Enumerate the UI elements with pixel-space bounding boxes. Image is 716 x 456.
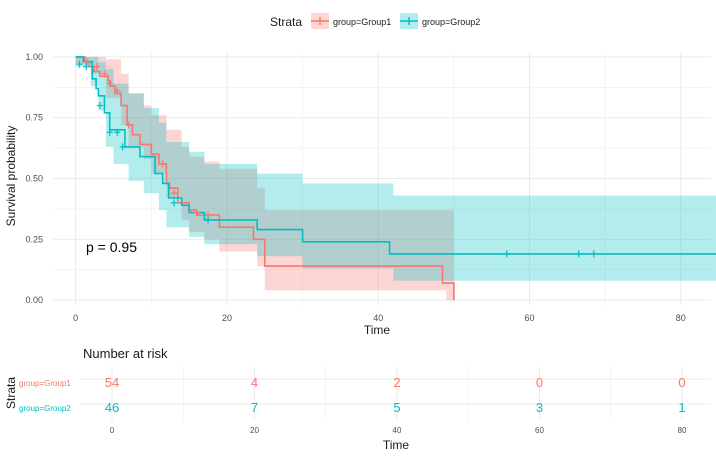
censor-mark-2 [590,250,597,258]
risk-table-title: Number at risk [83,346,168,361]
censor-mark-1 [101,70,108,78]
risk-table-cell: 0 [536,375,543,390]
risk-table-gridlines [80,367,711,420]
risk-table-row-label: group=Group1 [19,379,71,388]
censor-mark-2 [114,128,121,136]
censor-mark-2 [76,60,83,68]
censor-mark-1 [106,80,113,88]
risk-table-y-axis-label: Strata [4,377,18,409]
risk-table-cell: 46 [105,400,119,415]
censor-mark-2 [83,63,90,71]
ci-band-1 [75,56,454,301]
km-y-tick-label: 1.00 [25,52,43,62]
km-x-tick-label: 20 [222,313,232,323]
km-x-tick-labels: 0 20 40 60 80 [73,313,686,323]
risk-table: Number at risk 54 4 2 0 046 7 5 3 1 group=Group1… [4,346,711,452]
ci-band-2 [75,56,716,281]
km-y-tick-label: 0.00 [25,295,43,305]
censor-mark-2 [119,143,126,151]
km-survival-curves [75,56,716,301]
risk-table-cell: 0 [678,375,685,390]
km-x-tick-label: 60 [524,313,534,323]
legend-label-group1: group=Group1 [333,17,391,27]
p-value-annotation: p = 0.95 [86,239,137,255]
risk-table-cell: 54 [105,375,119,390]
legend-label-group2: group=Group2 [422,17,480,27]
censor-mark-1 [193,209,200,217]
risk-table-x-tick-label: 80 [678,426,687,435]
censor-mark-1 [114,87,121,95]
censor-mark-1 [93,63,100,71]
survival-curve-1 [75,56,455,301]
risk-table-cell: 7 [251,400,258,415]
risk-table-x-tick-label: 60 [535,426,544,435]
legend-key-group2 [400,13,418,29]
risk-table-x-tick-label: 40 [393,426,402,435]
risk-table-x-axis-label: Time [383,438,410,452]
censor-mark-2 [575,250,582,258]
censor-mark-1 [84,58,91,66]
censor-mark-2 [96,102,103,110]
legend: Strata group=Group1 group=Group2 [270,13,480,29]
km-x-tick-label: 80 [676,313,686,323]
km-censor-marks [76,58,597,258]
censor-mark-2 [171,199,178,207]
km-y-axis-label: Survival probability [4,126,18,227]
km-gridlines [53,52,711,305]
risk-table-cell: 1 [678,400,685,415]
censor-mark-1 [171,189,178,197]
risk-table-x-tick-label: 0 [110,426,115,435]
km-y-tick-label: 0.75 [25,113,43,123]
risk-table-x-tick-labels: 0 20 40 60 80 [110,426,687,435]
censor-mark-2 [106,128,113,136]
risk-table-row-label: group=Group2 [19,404,71,413]
risk-table-cells: 54 4 2 0 0 46 7 5 3 1 [105,375,686,415]
risk-table-cell: 5 [393,400,400,415]
risk-table-row-labels: group=Group1 group=Group2 [19,379,71,413]
legend-title: Strata [270,15,302,29]
censor-mark-1 [125,121,132,129]
km-y-tick-labels: 0.00 0.25 0.50 0.75 1.00 [25,52,43,305]
km-y-tick-label: 0.50 [25,174,43,184]
censor-mark-2 [205,216,212,224]
km-plot: 0.000.250.500.751.00 0 20 40 60 80 p = 0.95 … [4,52,716,337]
censor-mark-1 [159,160,166,168]
km-y-tick-label: 0.25 [25,234,43,244]
km-x-axis-label: Time [364,323,391,337]
risk-table-cell: 4 [251,375,258,390]
km-x-tick-label: 40 [373,313,383,323]
risk-table-cell: 3 [536,400,543,415]
legend-key-group1 [311,13,329,29]
km-x-tick-label: 0 [73,313,78,323]
km-confidence-bands [75,56,716,301]
risk-table-x-tick-label: 20 [250,426,259,435]
censor-mark-2 [503,250,510,258]
risk-table-cell: 2 [393,375,400,390]
survival-curve-2 [75,56,716,255]
